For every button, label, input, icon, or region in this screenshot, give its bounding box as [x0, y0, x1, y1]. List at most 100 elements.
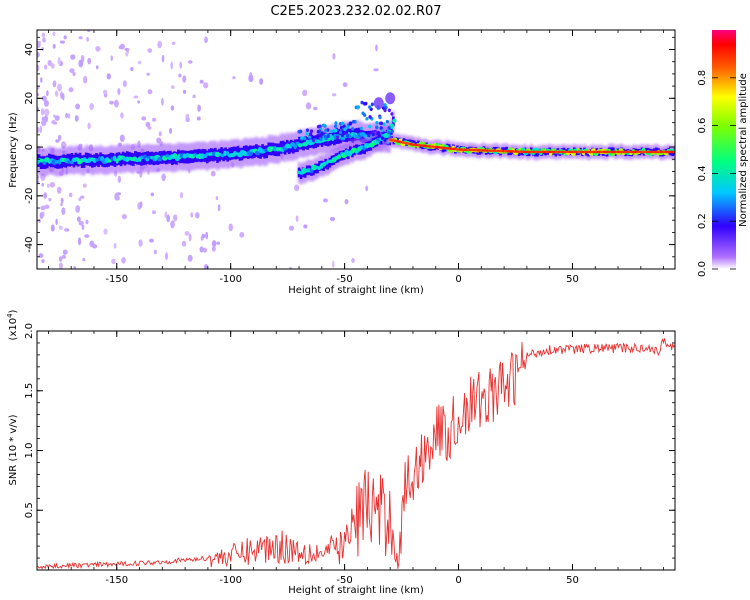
noise-speckle — [125, 51, 129, 57]
core-cell — [625, 150, 628, 154]
noise-speckle — [41, 119, 47, 127]
fan-speckle — [352, 133, 357, 137]
noise-speckle — [87, 122, 91, 130]
spectrogram-y-tick-label: -40 — [24, 236, 35, 252]
trace-band — [361, 130, 365, 144]
noise-speckle — [75, 205, 81, 213]
core-cell — [641, 150, 644, 154]
noise-speckle — [157, 40, 162, 49]
fan-speckle — [390, 129, 394, 134]
core-cell — [460, 148, 463, 151]
snr-x-tick-label: -150 — [105, 575, 128, 586]
noise-speckle — [121, 257, 126, 264]
noise-speckle — [205, 231, 209, 240]
spectrogram-x-tick-label: 0 — [455, 274, 461, 285]
snr-x-label: Height of straight line (km) — [288, 585, 424, 596]
trace-core — [220, 153, 225, 158]
noise-speckle — [295, 215, 299, 222]
core-cell — [668, 150, 671, 154]
core-cell — [550, 150, 553, 154]
noise-speckle — [37, 180, 40, 184]
trace-core — [392, 118, 397, 123]
core-cell — [413, 143, 416, 146]
noise-speckle — [331, 93, 337, 97]
trace-core — [389, 123, 395, 129]
noise-speckle — [95, 45, 101, 52]
core-cell — [615, 150, 618, 154]
core-cell — [527, 150, 530, 154]
spectrogram-x-tick-label: -150 — [105, 274, 128, 285]
noise-speckle — [54, 90, 59, 97]
noise-speckle — [52, 80, 57, 88]
noise-speckle — [329, 216, 335, 222]
snr-series-line — [37, 338, 675, 570]
core-cell — [628, 150, 631, 154]
noise-speckle — [44, 204, 50, 209]
noise-speckle — [78, 197, 82, 202]
noise-speckle — [41, 95, 47, 102]
fan-speckle — [370, 102, 374, 107]
noise-speckle — [61, 207, 66, 215]
fan-speckle — [338, 121, 343, 126]
noise-speckle — [58, 256, 63, 262]
fan-speckle — [382, 122, 386, 127]
trace-band — [220, 147, 223, 160]
noise-speckle — [103, 228, 108, 235]
noise-speckle — [161, 97, 164, 106]
noise-speckle — [188, 233, 192, 242]
core-cell — [425, 144, 428, 148]
snr-x-tick-label: 0 — [455, 575, 461, 586]
core-cell — [395, 139, 398, 143]
noise-speckle — [49, 181, 56, 188]
fan-speckle — [311, 138, 315, 143]
snr-y-multiplier: (x104) — [6, 309, 19, 340]
core-cell — [650, 150, 653, 154]
noise-speckle — [37, 40, 41, 49]
fan-speckle — [324, 136, 328, 141]
fan-speckle — [375, 121, 379, 125]
core-cell — [598, 150, 601, 154]
fan-speckle — [297, 129, 301, 134]
core-cell — [634, 150, 637, 154]
noise-speckle — [117, 88, 121, 95]
noise-speckle — [199, 79, 204, 84]
right-core-line — [389, 138, 675, 154]
fan-speckle — [309, 139, 313, 144]
noise-speckle — [43, 64, 48, 70]
core-cell — [393, 139, 396, 142]
fan-speckle — [383, 108, 387, 113]
core-cell — [540, 150, 543, 154]
core-cell — [510, 150, 513, 153]
spectrogram-y-axis: -40 -20 0 20 40 — [24, 36, 675, 270]
core-cell — [666, 150, 669, 154]
noise-speckle — [73, 265, 77, 269]
noise-speckle — [43, 100, 50, 107]
fan-speckle — [341, 121, 345, 126]
noise-speckle — [121, 213, 127, 220]
colorbar-ticks: 0.0 0.2 0.4 0.6 0.8 — [697, 70, 736, 277]
core-cell — [521, 150, 524, 153]
core-cell — [473, 148, 476, 152]
core-cell — [483, 149, 486, 152]
noise-speckle — [46, 90, 49, 97]
noise-speckle — [111, 258, 116, 265]
core-cell — [532, 150, 535, 154]
spectrogram-frame — [36, 29, 676, 270]
noise-speckle — [41, 259, 45, 264]
snr-x-tick-label: -100 — [219, 575, 242, 586]
core-cell — [531, 150, 534, 154]
core-cell — [647, 150, 650, 154]
noise-speckle — [147, 48, 153, 53]
trace-core — [278, 146, 282, 152]
core-cell — [445, 146, 448, 150]
core-cell — [470, 148, 473, 152]
trace-band — [140, 152, 143, 166]
noise-speckle — [39, 212, 44, 220]
core-cell — [671, 150, 674, 154]
core-cell — [427, 145, 430, 148]
noise-speckle — [166, 214, 171, 223]
core-cell — [534, 150, 537, 154]
noise-speckle — [87, 57, 92, 65]
noise-speckle — [53, 121, 58, 125]
blob — [385, 92, 396, 105]
